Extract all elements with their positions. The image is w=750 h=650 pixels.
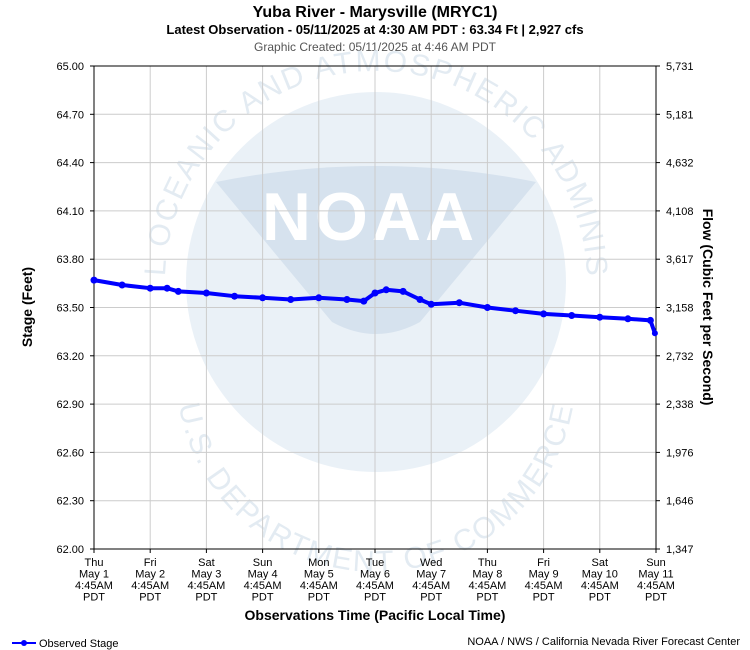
x-tick-label: Sun May 4 4:45AM PDT (244, 557, 282, 604)
legend-label: Observed Stage (39, 638, 119, 650)
x-tick-label: Sun May 11 4:45AM PDT (637, 557, 675, 604)
y2-tick-label: 3,158 (666, 303, 694, 315)
y2-tick-label: 4,632 (666, 158, 694, 170)
x-axis-title: Observations Time (Pacific Local Time) (245, 607, 506, 623)
y-tick-label: 62.60 (56, 447, 84, 459)
x-tick-label: Fri May 9 4:45AM PDT (525, 557, 563, 604)
y2-tick-label: 2,732 (666, 351, 694, 363)
observed-stage-point (315, 294, 323, 302)
x-tick-label: Thu May 1 4:45AM PDT (75, 557, 113, 604)
y-tick-label: 64.70 (56, 109, 84, 121)
observed-stage-point (90, 276, 98, 284)
observed-stage-point (483, 304, 491, 311)
chart-subtitle: Latest Observation - 05/11/2025 at 4:30 … (166, 22, 583, 37)
observed-stage-point (596, 313, 604, 321)
x-tick-label: Mon May 5 4:45AM PDT (300, 557, 338, 604)
observed-stage-point (416, 296, 424, 303)
y-axis-title: Stage (Feet) (19, 267, 35, 347)
y-axis-ticks: 65.00 64.70 64.40 64.10 63.80 63.50 63.20 62.90… (56, 61, 94, 556)
observed-stage-point (382, 286, 390, 294)
y-tick-label: 62.90 (56, 399, 84, 411)
y2-tick-label: 1,347 (666, 544, 694, 556)
y-tick-label: 64.40 (56, 158, 84, 170)
watermark-bird-shape (216, 166, 536, 334)
observed-stage-point (163, 284, 171, 292)
y2-axis-title: Flow (Cubic Feet per Second) (700, 209, 716, 406)
y2-axis-ticks: 5,731 5,181 4,632 4,108 3,617 3,158 2,732 2,338… (656, 61, 694, 556)
observed-stage-point (455, 299, 463, 307)
x-tick-label: Thu May 8 4:45AM PDT (468, 557, 506, 604)
observed-stage-series (90, 276, 658, 337)
x-tick-label: Fri May 2 4:45AM PDT (131, 557, 169, 604)
graphic-created-text: Graphic Created: 05/11/2025 at 4:46 AM P… (254, 40, 497, 54)
legend-marker-swatch (21, 640, 27, 646)
chart-title: Yuba River - Marysville (MRYC1) (253, 4, 498, 21)
observed-stage-point (343, 296, 351, 303)
observed-stage-point (399, 287, 407, 295)
observed-stage-point (174, 287, 182, 295)
grid-lines (93, 65, 657, 550)
y-tick-label: 65.00 (56, 61, 84, 73)
observed-stage-point (371, 289, 379, 297)
y-tick-label: 64.10 (56, 206, 84, 218)
y2-tick-label: 2,338 (666, 399, 694, 411)
y2-tick-label: 1,646 (666, 496, 694, 508)
observed-stage-point (118, 281, 126, 289)
y2-tick-label: 3,617 (666, 254, 694, 266)
legend: Observed Stage (12, 638, 119, 650)
watermark-logo-text: NOAA (262, 179, 478, 255)
y-tick-label: 62.30 (56, 496, 84, 508)
observed-stage-point (360, 297, 368, 305)
latest-observation-point (651, 330, 658, 337)
y-tick-label: 63.50 (56, 303, 84, 315)
x-axis-ticks: Thu May 1 4:45AM PDT Fri May 2 4:45AM PDT Sat May… (75, 549, 675, 604)
y-tick-label: 62.00 (56, 544, 84, 556)
y2-tick-label: 5,181 (666, 109, 694, 121)
x-tick-label: Wed May 7 4:45AM PDT (412, 557, 450, 604)
observed-stage-point (427, 300, 435, 308)
y2-tick-label: 4,108 (666, 206, 694, 218)
y2-tick-label: 1,976 (666, 447, 694, 459)
observed-stage-point (146, 284, 154, 292)
x-tick-label: Sat May 3 4:45AM PDT (187, 557, 225, 604)
x-tick-label: Tue May 6 4:45AM PDT (356, 557, 394, 604)
y-tick-label: 63.80 (56, 254, 84, 266)
observed-stage-point (568, 312, 576, 319)
observed-stage-point (512, 307, 519, 315)
observed-stage-line (93, 278, 657, 334)
x-tick-label: Sat May 10 4:45AM PDT (581, 557, 619, 604)
observed-stage-point (259, 294, 267, 302)
observed-stage-point (231, 292, 238, 300)
observed-stage-point (624, 315, 632, 323)
observed-stage-point (540, 310, 548, 318)
y-tick-label: 63.20 (56, 351, 84, 363)
observed-stage-point (287, 296, 295, 303)
noaa-watermark: NOAA NATIONAL OCEANIC AND ATMOSPHERIC AD… (0, 0, 611, 579)
footer-credit: NOAA / NWS / California Nevada River For… (467, 636, 740, 648)
observed-stage-point (202, 289, 210, 297)
y2-tick-label: 5,731 (666, 61, 694, 73)
observed-stage-point (646, 316, 654, 324)
